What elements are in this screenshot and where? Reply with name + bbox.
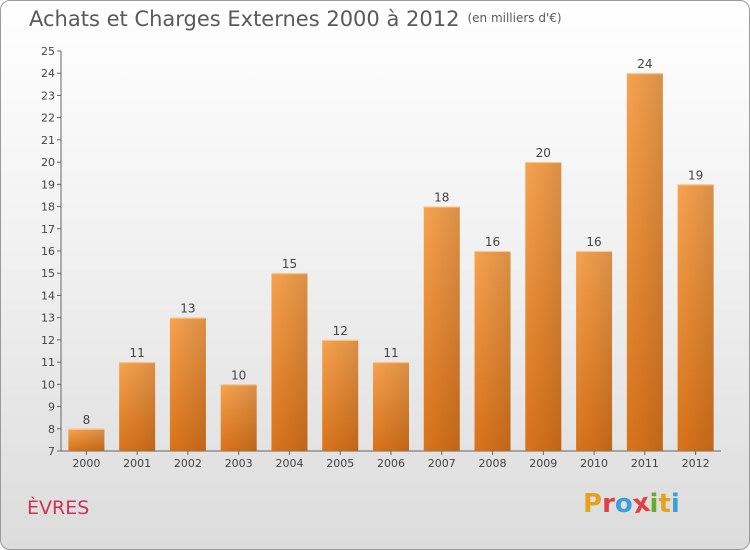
bar-shade: [525, 162, 562, 451]
y-tick-label: 20: [41, 156, 55, 169]
bar-shade: [423, 206, 460, 451]
bar-value-label: 18: [434, 191, 449, 205]
y-tick-label: 8: [48, 423, 55, 436]
x-tick-label: 2007: [428, 457, 456, 470]
bar-value-label: 8: [83, 413, 91, 427]
logo-letter: P: [583, 489, 603, 519]
y-tick-label: 21: [41, 134, 55, 147]
y-tick-label: 12: [41, 334, 55, 347]
bar-shade: [474, 251, 511, 451]
logo-letter: o: [614, 489, 633, 519]
bar-value-label: 13: [180, 302, 195, 316]
bar-value-label: 24: [637, 57, 652, 71]
y-tick-label: 13: [41, 312, 55, 325]
logo-letter: t: [658, 489, 671, 519]
bar-value-label: 20: [536, 146, 551, 160]
bar-value-label: 19: [688, 168, 703, 182]
x-tick-label: 2008: [479, 457, 507, 470]
x-tick-label: 2012: [682, 457, 710, 470]
bar-shade: [626, 73, 663, 451]
x-tick-label: 2006: [377, 457, 405, 470]
y-tick-label: 23: [41, 89, 55, 102]
bar-value-label: 16: [586, 235, 601, 249]
x-tick-label: 2002: [174, 457, 202, 470]
y-tick-label: 11: [41, 356, 55, 369]
y-tick-label: 10: [41, 378, 55, 391]
y-tick-label: 14: [41, 289, 55, 302]
x-tick-label: 2010: [580, 457, 608, 470]
bar-value-label: 11: [130, 346, 145, 360]
bar-shade: [322, 339, 359, 451]
chart-title-text: Achats et Charges Externes 2000 à 2012: [29, 7, 460, 31]
x-tick-label: 2000: [72, 457, 100, 470]
bar-shade: [271, 273, 308, 451]
x-tick-label: 2011: [631, 457, 659, 470]
bar-shade: [576, 251, 613, 451]
y-tick-label: 17: [41, 223, 55, 236]
commune-name: ÈVRES: [27, 497, 90, 519]
y-tick-label: 7: [48, 445, 55, 458]
y-tick-label: 19: [41, 178, 55, 191]
bar-shade: [373, 362, 409, 451]
bar-shade: [119, 362, 156, 451]
proxiti-logo: Proxiti: [583, 488, 680, 520]
y-tick-label: 9: [48, 401, 55, 414]
logo-letter: i: [649, 489, 659, 519]
bar-shade: [220, 384, 257, 451]
y-tick-label: 22: [41, 112, 55, 125]
logo-letter: i: [670, 489, 680, 519]
logo-letter: r: [602, 489, 615, 519]
bar-shade: [68, 428, 105, 451]
y-tick-label: 18: [41, 201, 55, 214]
y-tick-label: 24: [41, 67, 55, 80]
x-tick-label: 2009: [529, 457, 557, 470]
x-tick-label: 2003: [225, 457, 253, 470]
bar-value-label: 10: [231, 368, 246, 382]
chart-title: Achats et Charges Externes 2000 à 2012 (e…: [29, 7, 562, 31]
bar-shade: [677, 184, 714, 452]
bar-shade: [169, 317, 206, 451]
bar-value-label: 16: [485, 235, 500, 249]
x-tick-label: 2004: [275, 457, 303, 470]
y-tick-label: 25: [41, 45, 55, 58]
bar-value-label: 11: [383, 346, 398, 360]
bar-value-label: 15: [282, 257, 297, 271]
y-tick-label: 15: [41, 267, 55, 280]
chart-unit: (en milliers d'€): [467, 11, 562, 25]
x-tick-label: 2005: [326, 457, 354, 470]
bar-value-label: 12: [333, 324, 348, 338]
y-tick-label: 16: [41, 245, 55, 258]
x-tick-label: 2001: [123, 457, 151, 470]
